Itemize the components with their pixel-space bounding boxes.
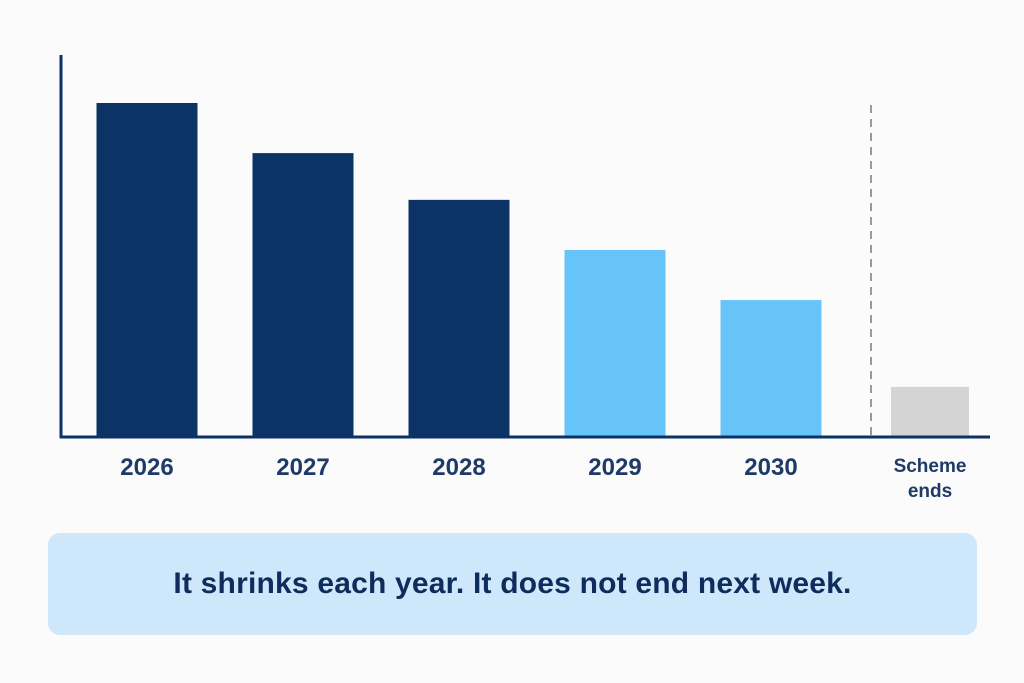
bar-2029	[564, 249, 666, 437]
bar-2030	[720, 300, 822, 437]
x-tick-label: Scheme ends	[894, 456, 967, 502]
caption-text: It shrinks each year. It does not end ne…	[173, 567, 852, 600]
x-tick-label: 2027	[276, 454, 329, 481]
bar-2028	[408, 199, 510, 437]
bar-2027	[252, 153, 354, 437]
caption-banner: It shrinks each year. It does not end ne…	[48, 533, 977, 635]
bar-2026	[96, 103, 198, 437]
x-tick-label: 2029	[588, 454, 641, 481]
bar-scheme-ends	[891, 386, 969, 437]
x-tick-label: 2026	[120, 454, 173, 481]
x-tick-label: 2028	[432, 454, 485, 481]
bars-layer	[96, 103, 969, 437]
x-tick-labels: 2026 2027 2028 2029 2030 Scheme ends	[120, 454, 966, 502]
x-tick-label: 2030	[744, 454, 797, 481]
